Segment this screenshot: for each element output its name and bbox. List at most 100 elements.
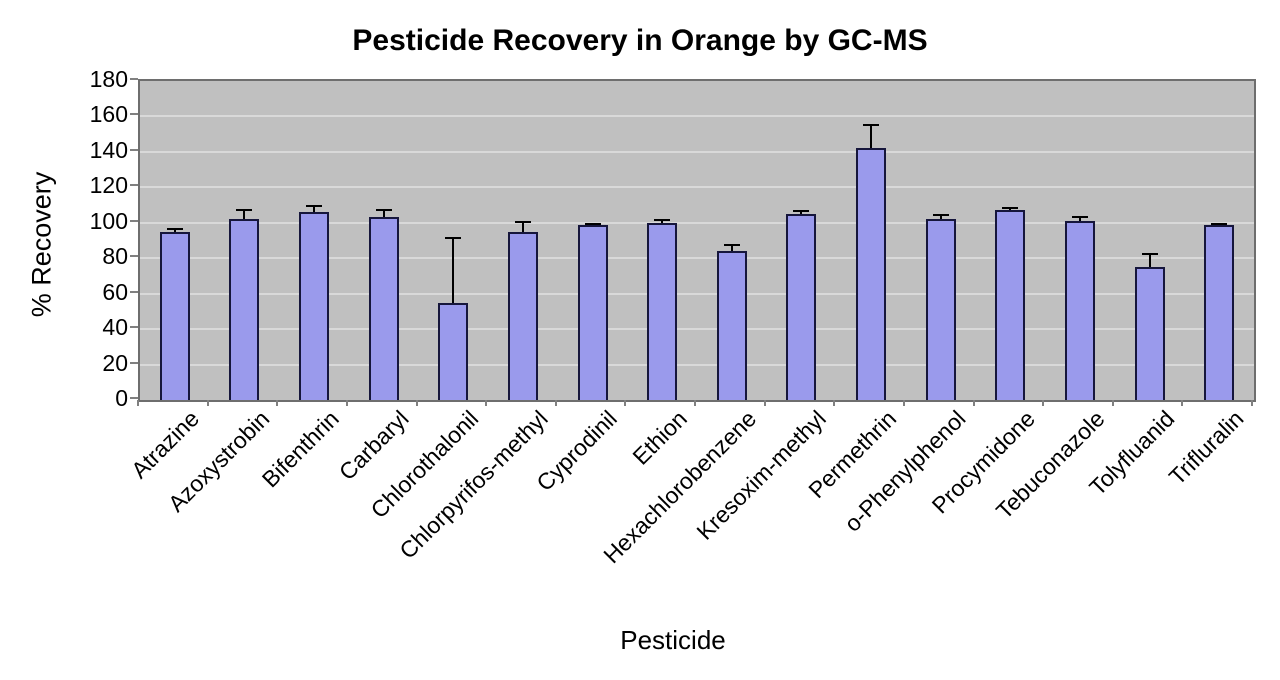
bar-hexachlorobenzene	[716, 251, 747, 400]
y-tick-label: 120	[89, 172, 128, 199]
gridline	[140, 363, 1254, 366]
y-tick-mark	[130, 113, 138, 116]
gridline	[140, 328, 1254, 331]
x-tick-mark	[137, 400, 139, 406]
error-bar-cap	[723, 244, 740, 247]
error-bar-line	[382, 208, 385, 218]
error-bar-line	[870, 123, 873, 149]
error-bar-cap	[1071, 215, 1088, 218]
error-bar-cap	[932, 213, 949, 216]
x-tick-mark	[415, 400, 418, 406]
bar-bifenthrin	[299, 212, 330, 400]
x-tick-mark	[902, 400, 905, 406]
error-bar-line	[313, 205, 316, 213]
y-tick-label: 80	[102, 243, 128, 270]
y-tick-label: 180	[89, 66, 128, 92]
y-tick-mark	[130, 361, 138, 364]
error-bar-line	[730, 244, 733, 252]
error-bar-cap	[1141, 252, 1158, 255]
error-bar	[1141, 252, 1158, 268]
x-tick-mark	[1181, 400, 1184, 406]
error-bar-cap	[1211, 222, 1228, 225]
y-tick-mark	[130, 148, 138, 151]
x-tick-label-text: o-Phenylphenol	[838, 405, 971, 537]
x-tick-mark	[554, 400, 557, 406]
x-tick-mark	[1111, 400, 1114, 406]
gridline	[140, 292, 1254, 295]
error-bar-cap	[1002, 206, 1019, 209]
error-bar	[166, 228, 183, 232]
x-tick-mark	[1042, 400, 1045, 406]
x-tick-mark	[624, 400, 627, 406]
bar-trifluralin	[1204, 224, 1235, 400]
error-bar-cap	[654, 219, 671, 222]
error-bar	[584, 222, 601, 225]
x-tick-mark	[763, 400, 766, 406]
y-tick-label: 20	[102, 349, 128, 376]
error-bar-cap	[445, 236, 462, 239]
error-bar	[514, 221, 531, 232]
error-bar-cap	[793, 210, 810, 213]
bar-cyprodinil	[577, 224, 608, 400]
chart-title: Pesticide Recovery in Orange by GC-MS	[352, 24, 928, 57]
x-tick-label-text: Kresoxim-methyl	[691, 405, 832, 545]
x-tick-mark	[833, 400, 836, 406]
error-bar-line	[521, 221, 524, 232]
error-bar-line	[243, 208, 246, 220]
x-tick-mark	[206, 400, 209, 406]
y-tick-mark	[130, 184, 138, 187]
error-bar	[236, 208, 253, 220]
y-tick-label: 100	[89, 207, 128, 234]
error-bar-line	[939, 213, 942, 220]
y-axis-title: % Recovery	[26, 171, 57, 318]
bar-procymidone	[995, 210, 1026, 400]
error-bar-cap	[514, 221, 531, 224]
y-tick-label: 140	[89, 136, 128, 163]
error-bar-line	[1078, 215, 1081, 222]
error-bar	[445, 236, 462, 303]
y-tick-label: 60	[102, 278, 128, 305]
y-tick-mark	[130, 219, 138, 222]
gridline	[140, 150, 1254, 153]
bar-o-phenylphenol	[925, 219, 956, 400]
error-bar-line	[1148, 252, 1151, 268]
error-bar	[723, 244, 740, 252]
bar-azoxystrobin	[229, 219, 260, 400]
x-tick-label-text: Trifluralin	[1164, 405, 1249, 490]
bar-chlorothalonil	[438, 302, 469, 400]
y-tick-mark	[130, 78, 138, 80]
error-bar-cap	[306, 205, 323, 208]
error-bar	[1002, 206, 1019, 211]
error-bar	[932, 213, 949, 220]
error-bar	[654, 219, 671, 223]
x-axis-title: Pesticide	[620, 625, 726, 655]
x-tick-mark	[972, 400, 975, 406]
gridline	[140, 115, 1254, 118]
error-bar-line	[452, 236, 455, 303]
bar-permethrin	[856, 148, 887, 400]
plot-area	[138, 79, 1256, 402]
x-tick-mark	[694, 400, 696, 406]
y-tick-mark	[130, 326, 138, 329]
error-bar	[1211, 222, 1228, 225]
bar-atrazine	[159, 231, 190, 400]
x-tick-mark	[345, 400, 348, 406]
bar-kresoxim-methyl	[786, 213, 817, 400]
x-tick-mark	[485, 400, 488, 406]
y-tick-label: 40	[102, 314, 128, 341]
bar-carbaryl	[368, 217, 399, 400]
error-bar-cap	[236, 208, 253, 211]
x-tick-mark	[1251, 400, 1253, 406]
y-tick-mark	[130, 255, 138, 258]
error-bar-cap	[375, 208, 392, 211]
y-tick-label: 160	[89, 101, 128, 128]
error-bar	[306, 205, 323, 213]
error-bar-cap	[584, 222, 601, 225]
gridline	[140, 186, 1254, 189]
error-bar-cap	[166, 228, 183, 231]
bar-chlorpyrifos-methyl	[507, 231, 538, 400]
error-bar	[793, 210, 810, 214]
error-bar	[375, 208, 392, 218]
y-tick-mark	[130, 290, 138, 293]
